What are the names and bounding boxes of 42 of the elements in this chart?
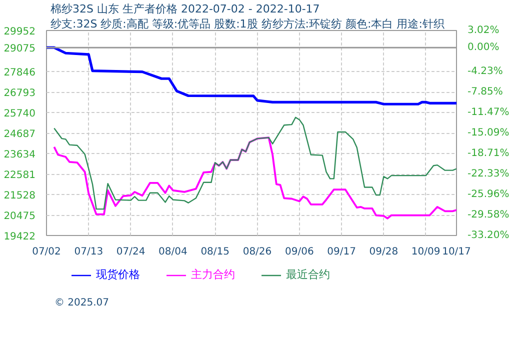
x-tick-label: 09/06 xyxy=(284,246,314,258)
y-tick-label: 27846 xyxy=(4,68,36,78)
x-tick-label: 07/24 xyxy=(116,246,146,258)
text: © 2025.07 xyxy=(54,298,110,308)
line-series xyxy=(54,116,456,210)
line-series xyxy=(53,136,456,220)
y-tick-label: 20475 xyxy=(4,211,36,222)
chart-subtitle: 纱支:32S 纱质:高配 等级:优等品 股数:1股 纺纱方法:环锭纺 颜色:本白 用途:针织 xyxy=(50,18,444,30)
y2-tick-label: -7.85% xyxy=(468,86,503,98)
y2-tick-label: -11.47% xyxy=(468,107,510,118)
chart-title: 棉纱32S 山东 生产者价格 2022-07-02 - 2022-10-17 xyxy=(50,2,320,16)
x-tick-label: 07/02 xyxy=(32,246,61,258)
y2-tick-label: -25.96% xyxy=(468,189,510,200)
y-tick-label: 29075 xyxy=(4,44,36,55)
line-series xyxy=(46,46,456,106)
y-tick-label: 25740 xyxy=(4,108,36,120)
y2-tick-label: -18.71% xyxy=(468,148,510,159)
y2-tick-label: -33.20% xyxy=(468,230,510,241)
x-tick-label: 08/15 xyxy=(200,246,230,258)
y-tick-label: 23634 xyxy=(4,150,36,160)
legend-label: 现货价格 xyxy=(96,267,140,282)
legend-label: 最近合约 xyxy=(286,267,330,282)
x-tick-label: 07/13 xyxy=(74,246,104,258)
y-tick-label: 24687 xyxy=(4,129,36,140)
y2-tick-label: 3.02% xyxy=(468,25,500,36)
y-tick-label: 26793 xyxy=(4,88,36,99)
x-tick-label: 10/09 xyxy=(411,246,440,258)
x-tick-label: 09/28 xyxy=(369,246,398,258)
legend-label: 主力合约 xyxy=(191,267,235,282)
y-tick-label: 22581 xyxy=(4,170,36,181)
x-tick-label: 10/17 xyxy=(442,246,471,258)
y-tick-label: 19422 xyxy=(4,232,36,242)
x-tick-label: 08/04 xyxy=(158,246,188,258)
y2-tick-label: 0.00% xyxy=(468,42,500,54)
y2-tick-label: -29.58% xyxy=(468,210,510,221)
y2-tick-label: -15.09% xyxy=(468,128,510,138)
y2-tick-label: -4.23% xyxy=(468,66,503,78)
x-tick-label: 08/26 xyxy=(242,246,272,258)
y-tick-label: 21528 xyxy=(4,190,36,202)
y-tick-label: 29952 xyxy=(4,26,36,38)
y2-tick-label: -22.33% xyxy=(468,168,510,180)
x-tick-label: 09/17 xyxy=(327,246,356,258)
